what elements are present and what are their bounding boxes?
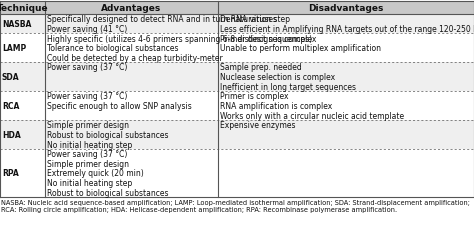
- Text: Technique: Technique: [0, 4, 48, 13]
- Text: No initial heating step: No initial heating step: [47, 178, 132, 187]
- Text: RPA: RPA: [2, 169, 19, 178]
- Text: LAMP: LAMP: [2, 44, 26, 53]
- Text: Simple primer design: Simple primer design: [47, 121, 129, 130]
- Text: NASBA: Nucleic acid sequence-based amplification; LAMP: Loop-mediated isothermal: NASBA: Nucleic acid sequence-based ampli…: [1, 199, 470, 212]
- Text: Advantages: Advantages: [101, 4, 162, 13]
- Text: Extremely quick (20 min): Extremely quick (20 min): [47, 169, 144, 178]
- Text: RCA: RCA: [2, 101, 19, 110]
- Text: Inefficient in long target sequences: Inefficient in long target sequences: [220, 82, 356, 91]
- Text: No initial heating step: No initial heating step: [47, 140, 132, 149]
- Bar: [0, 34, 474, 63]
- Bar: [0, 120, 474, 149]
- Text: Sample prep. needed: Sample prep. needed: [220, 63, 302, 72]
- Text: Works only with a circular nucleic acid template: Works only with a circular nucleic acid …: [220, 111, 404, 120]
- Text: Primer design is complex: Primer design is complex: [220, 34, 317, 43]
- Text: Less efficient in Amplifying RNA targets out of the range 120-250 bp: Less efficient in Amplifying RNA targets…: [220, 25, 474, 34]
- Text: Could be detected by a cheap turbidity-meter: Could be detected by a cheap turbidity-m…: [47, 54, 223, 63]
- Bar: [0, 149, 474, 197]
- Text: Power saving (37 °C): Power saving (37 °C): [47, 149, 128, 158]
- Text: HDA: HDA: [2, 130, 21, 139]
- Text: SDA: SDA: [2, 73, 19, 82]
- Text: Power saving (37 °C): Power saving (37 °C): [47, 92, 128, 101]
- Text: Primer is complex: Primer is complex: [220, 92, 289, 101]
- Bar: [0, 63, 474, 92]
- Text: Unable to perform multiplex amplification: Unable to perform multiplex amplificatio…: [220, 44, 381, 53]
- Text: Specific enough to allow SNP analysis: Specific enough to allow SNP analysis: [47, 101, 192, 110]
- Text: Specifically designed to detect RNA and in turn RNA viruses: Specifically designed to detect RNA and …: [47, 15, 277, 24]
- Bar: [0, 92, 474, 120]
- Text: RNA amplification is complex: RNA amplification is complex: [220, 101, 332, 110]
- Bar: [0, 15, 474, 34]
- Text: Highly specific (utilizes 4-6 primers spanning 6-8 distinct sequences): Highly specific (utilizes 4-6 primers sp…: [47, 34, 312, 43]
- Text: Power saving (41 °C): Power saving (41 °C): [47, 25, 128, 34]
- Text: Power saving (37 °C): Power saving (37 °C): [47, 63, 128, 72]
- Text: Simple primer design: Simple primer design: [47, 159, 129, 168]
- Text: Tolerance to biological substances: Tolerance to biological substances: [47, 44, 179, 53]
- Text: NASBA: NASBA: [2, 20, 31, 29]
- Text: Expensive enzymes: Expensive enzymes: [220, 121, 296, 130]
- Text: Nuclease selection is complex: Nuclease selection is complex: [220, 73, 335, 82]
- Text: Denaturation step: Denaturation step: [220, 15, 290, 24]
- Bar: [0, 2, 474, 15]
- Text: Robust to biological substances: Robust to biological substances: [47, 188, 169, 197]
- Text: Disadvantages: Disadvantages: [308, 4, 384, 13]
- Text: Robust to biological substances: Robust to biological substances: [47, 130, 169, 139]
